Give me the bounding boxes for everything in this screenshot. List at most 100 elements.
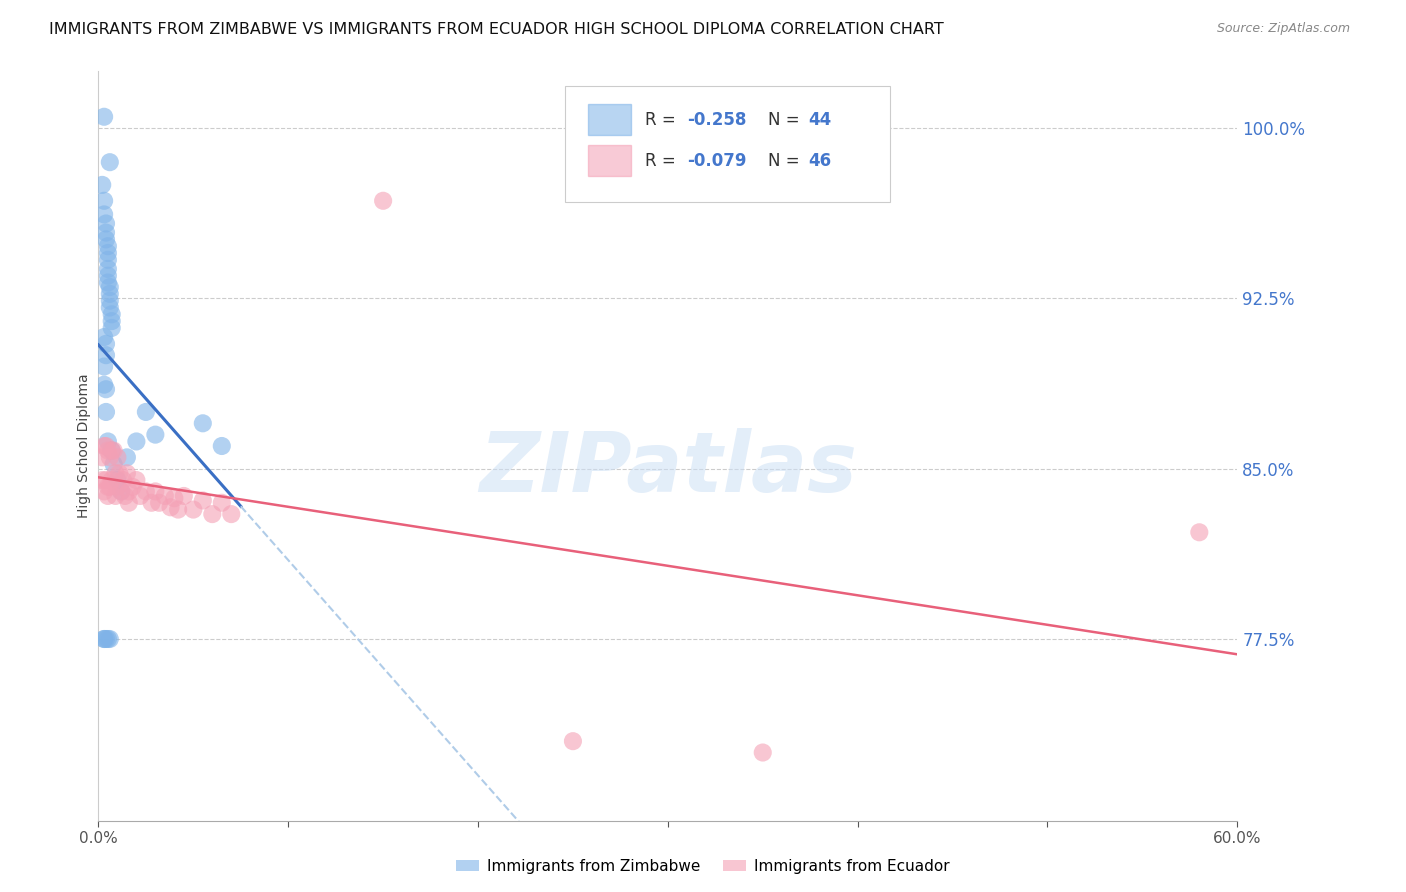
- Point: [108, 467, 131, 481]
- Text: IMMIGRANTS FROM ZIMBABWE VS IMMIGRANTS FROM ECUADOR HIGH SCHOOL DIPLOMA CORRELAT: IMMIGRANTS FROM ZIMBABWE VS IMMIGRANTS F…: [49, 22, 943, 37]
- Point: [94, 473, 117, 487]
- Point: [173, 489, 195, 503]
- Point: [94, 336, 117, 351]
- Point: [110, 484, 132, 499]
- Point: [112, 473, 135, 487]
- Point: [94, 226, 117, 240]
- Point: [153, 489, 176, 503]
- Text: -0.079: -0.079: [688, 153, 747, 170]
- Point: [93, 439, 115, 453]
- Point: [94, 348, 117, 362]
- Text: -0.258: -0.258: [688, 112, 747, 129]
- Point: [100, 443, 122, 458]
- Point: [97, 480, 120, 494]
- Point: [159, 500, 181, 515]
- Point: [110, 484, 132, 499]
- Point: [125, 434, 148, 449]
- Point: [107, 473, 129, 487]
- Point: [98, 293, 121, 308]
- Point: [115, 467, 138, 481]
- Point: [93, 207, 115, 221]
- Point: [107, 450, 129, 465]
- Point: [98, 301, 121, 315]
- Point: [211, 439, 233, 453]
- Point: [183, 502, 205, 516]
- Legend: Immigrants from Zimbabwe, Immigrants from Ecuador: Immigrants from Zimbabwe, Immigrants fro…: [450, 853, 956, 880]
- Point: [371, 194, 394, 208]
- Point: [100, 314, 122, 328]
- Text: ZIPatlas: ZIPatlas: [479, 428, 856, 509]
- Point: [93, 330, 115, 344]
- Text: 44: 44: [808, 112, 831, 129]
- Point: [97, 252, 120, 267]
- Point: [1188, 525, 1211, 540]
- Point: [167, 502, 190, 516]
- Point: [100, 307, 122, 321]
- Point: [163, 491, 186, 506]
- Point: [141, 496, 163, 510]
- Point: [93, 359, 115, 374]
- Point: [94, 405, 117, 419]
- Point: [135, 405, 157, 419]
- Text: N =: N =: [768, 153, 806, 170]
- Point: [93, 632, 115, 646]
- FancyBboxPatch shape: [565, 87, 890, 202]
- Point: [118, 496, 141, 510]
- Point: [98, 155, 121, 169]
- Point: [97, 246, 120, 260]
- Point: [94, 217, 117, 231]
- Point: [97, 434, 120, 449]
- FancyBboxPatch shape: [588, 103, 631, 135]
- Point: [103, 457, 125, 471]
- Point: [191, 493, 214, 508]
- Point: [104, 489, 127, 503]
- Point: [98, 480, 121, 494]
- Point: [93, 632, 115, 646]
- Point: [211, 496, 233, 510]
- Point: [145, 427, 167, 442]
- Point: [98, 450, 121, 465]
- Y-axis label: High School Diploma: High School Diploma: [77, 374, 91, 518]
- Point: [97, 276, 120, 290]
- Point: [104, 467, 127, 481]
- Point: [107, 480, 129, 494]
- Point: [115, 450, 138, 465]
- Point: [97, 261, 120, 276]
- Point: [129, 489, 152, 503]
- Text: N =: N =: [768, 112, 806, 129]
- Point: [148, 496, 170, 510]
- Point: [94, 382, 117, 396]
- Point: [100, 473, 122, 487]
- Point: [97, 632, 120, 646]
- Point: [94, 232, 117, 246]
- Point: [97, 239, 120, 253]
- Point: [93, 377, 115, 392]
- Point: [93, 110, 115, 124]
- Point: [752, 746, 775, 760]
- Point: [98, 286, 121, 301]
- Point: [97, 489, 120, 503]
- Point: [98, 632, 121, 646]
- Point: [191, 417, 214, 431]
- Point: [221, 507, 243, 521]
- Point: [121, 480, 143, 494]
- Point: [125, 473, 148, 487]
- Point: [135, 484, 157, 499]
- Point: [93, 484, 115, 499]
- Text: Source: ZipAtlas.com: Source: ZipAtlas.com: [1216, 22, 1350, 36]
- Point: [91, 450, 114, 465]
- Point: [103, 443, 125, 458]
- Text: R =: R =: [645, 112, 681, 129]
- Text: 46: 46: [808, 153, 831, 170]
- Point: [91, 473, 114, 487]
- Point: [91, 178, 114, 192]
- Point: [98, 280, 121, 294]
- Point: [100, 443, 122, 458]
- Point: [97, 443, 120, 458]
- Point: [100, 321, 122, 335]
- Point: [93, 194, 115, 208]
- Text: R =: R =: [645, 153, 681, 170]
- Point: [114, 489, 136, 503]
- Point: [118, 484, 141, 499]
- Point: [94, 632, 117, 646]
